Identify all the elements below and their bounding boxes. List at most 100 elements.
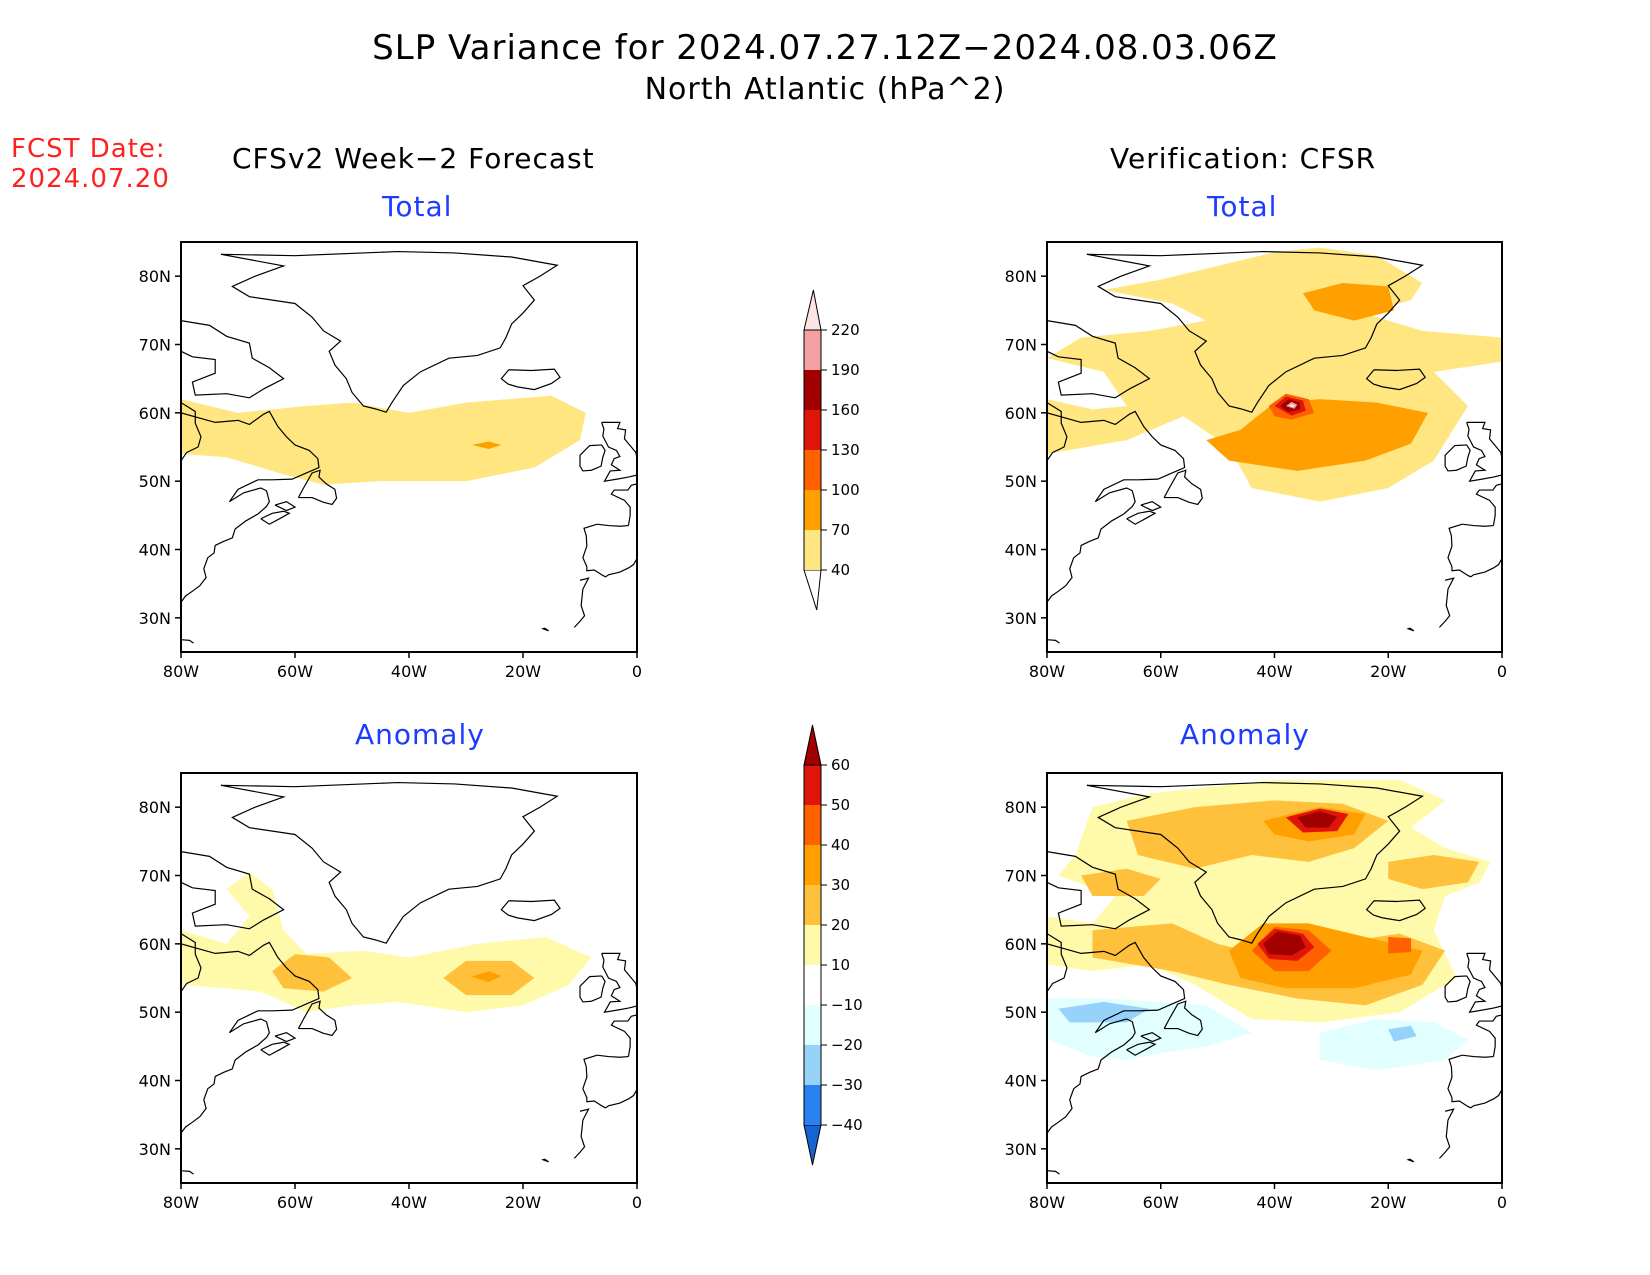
- coastline-forecast-total-1: [181, 319, 285, 399]
- colorbar-total-swatch: [804, 490, 821, 530]
- coastline-verification-anomaly-8: [1466, 952, 1502, 1013]
- coastline-verification-anomaly-12: [1475, 1014, 1502, 1057]
- coastline-verification-anomaly-7: [1365, 899, 1427, 922]
- coastline-verification-anomaly-2: [1047, 933, 1068, 993]
- panel-verification-anomaly: 30N 40N 50N 60N 70N 80N 80W 60W 40W 20W 0: [1005, 772, 1507, 1212]
- coastline-forecast-anomaly-13: [573, 1108, 590, 1159]
- contour-verification-total-1: [1206, 399, 1429, 471]
- panel-title-forecast-anomaly: Anomaly: [355, 718, 485, 751]
- colorbar-total-label: 70: [831, 521, 850, 539]
- panel-title-verification-total: Total: [1207, 190, 1278, 223]
- lat-tick-label: 40N: [1005, 1072, 1037, 1091]
- lon-tick-label: 60W: [277, 1193, 313, 1212]
- coastline-verification-anomaly-6: [1126, 1041, 1157, 1056]
- colorbar-total-label: 190: [831, 361, 860, 379]
- lat-tick-label: 60N: [139, 935, 171, 954]
- coastline-forecast-total-15: [181, 639, 194, 644]
- lon-tick-label: 0: [1497, 662, 1507, 681]
- colorbar-anomaly-swatch: [804, 1005, 821, 1045]
- contour-forecast-anomaly-3: [471, 971, 502, 983]
- lat-tick-label: 50N: [139, 472, 171, 491]
- colorbar-total-swatch: [804, 450, 821, 490]
- colorbar-anomaly-swatch: [803, 1124, 822, 1166]
- lat-tick-label: 50N: [1005, 1003, 1037, 1022]
- contour-verification-anomaly-11: [1263, 931, 1306, 956]
- coastline-forecast-anomaly-1: [181, 850, 285, 930]
- contour-verification-anomaly-14: [1320, 1019, 1468, 1071]
- coastline-forecast-total-3: [181, 410, 320, 603]
- colorbar-total-swatch: [804, 370, 821, 410]
- lat-tick-label: 30N: [139, 1140, 171, 1159]
- colorbar-anomaly-label: −10: [831, 996, 863, 1014]
- coastline-verification-total-3: [1047, 410, 1186, 603]
- coastline-forecast-total-4: [297, 469, 338, 506]
- contour-verification-anomaly-15: [1058, 1001, 1150, 1023]
- panel-title-verification-anomaly: Anomaly: [1180, 718, 1310, 751]
- colorbar-anomaly-label: 40: [831, 836, 850, 854]
- colorbar-total-swatch: [804, 330, 821, 370]
- colorbar-total-swatch: [804, 530, 821, 570]
- lon-tick-label: 20W: [1370, 662, 1406, 681]
- coastline-forecast-anomaly-5: [274, 1032, 297, 1043]
- colorbar-anomaly-swatch: [803, 724, 822, 766]
- lon-tick-label: 0: [632, 1193, 642, 1212]
- coastline-verification-anomaly-1: [1047, 850, 1151, 930]
- colorbar-total-swatch: [804, 410, 821, 450]
- colorbar-total-label: 130: [831, 441, 860, 459]
- lon-tick-label: 80W: [163, 662, 199, 681]
- colorbar-anomaly-label: 60: [831, 756, 850, 774]
- forecast-date-value: 2024.07.20: [11, 164, 170, 194]
- colorbar-anomaly-label: 30: [831, 876, 850, 894]
- coastline-verification-total-14: [1406, 627, 1415, 632]
- coastline-verification-anomaly-14: [1406, 1158, 1415, 1163]
- coastline-forecast-anomaly-12: [610, 1014, 637, 1057]
- coastline-verification-total-7: [1365, 368, 1427, 391]
- lon-tick-label: 0: [632, 662, 642, 681]
- coastline-forecast-total-14: [541, 627, 549, 632]
- lon-tick-label: 60W: [277, 662, 313, 681]
- coastline-forecast-total-13: [573, 577, 590, 628]
- coastline-forecast-total-6: [260, 510, 291, 525]
- coastline-forecast-anomaly-2: [181, 933, 202, 993]
- colorbar-anomaly-swatch: [804, 845, 821, 885]
- coastline-verification-total-4: [1163, 469, 1203, 506]
- coastline-verification-total-9: [1444, 444, 1471, 472]
- coastline-forecast-anomaly-10: [582, 1054, 637, 1109]
- colorbar-anomaly-label: −20: [831, 1036, 863, 1054]
- lon-tick-label: 80W: [1029, 1193, 1065, 1212]
- lat-tick-label: 70N: [139, 867, 171, 886]
- coastline-verification-total-0: [1086, 250, 1424, 413]
- panel-title-forecast-total: Total: [382, 190, 453, 223]
- contour-forecast-total-0: [181, 395, 586, 485]
- forecast-date-label: FCST Date:: [11, 134, 166, 164]
- coastline-forecast-anomaly-7: [500, 899, 561, 922]
- lon-tick-label: 40W: [391, 662, 427, 681]
- left-column-title: CFSv2 Week−2 Forecast: [232, 142, 595, 175]
- colorbar-total-label: 220: [831, 321, 860, 339]
- coastline-verification-anomaly-0: [1086, 781, 1424, 944]
- coastline-forecast-anomaly-9: [579, 975, 606, 1003]
- contour-forecast-anomaly-1: [272, 954, 352, 992]
- lat-tick-label: 60N: [1005, 404, 1037, 423]
- coastline-verification-anomaly-4: [1163, 1000, 1203, 1037]
- coastline-verification-total-2: [1047, 402, 1068, 462]
- coastline-verification-anomaly-5: [1140, 1032, 1163, 1043]
- lat-tick-label: 40N: [139, 541, 171, 560]
- lat-tick-label: 70N: [1005, 867, 1037, 886]
- lat-tick-label: 30N: [139, 609, 171, 628]
- colorbar-total-label: 100: [831, 481, 860, 499]
- colorbar-anomaly-swatch: [804, 765, 821, 805]
- lat-tick-label: 60N: [1005, 935, 1037, 954]
- coastline-forecast-total-11: [597, 523, 629, 527]
- coastline-forecast-total-0: [220, 250, 559, 413]
- coastline-verification-anomaly-11: [1462, 1054, 1494, 1058]
- lat-tick-label: 80N: [1005, 798, 1037, 817]
- lat-tick-label: 80N: [1005, 267, 1037, 286]
- coastline-verification-total-11: [1462, 523, 1494, 527]
- lat-tick-label: 70N: [139, 336, 171, 355]
- coastline-forecast-anomaly-3: [181, 941, 320, 1134]
- lon-tick-label: 80W: [1029, 662, 1065, 681]
- lat-tick-label: 50N: [1005, 472, 1037, 491]
- coastline-verification-total-5: [1140, 501, 1163, 512]
